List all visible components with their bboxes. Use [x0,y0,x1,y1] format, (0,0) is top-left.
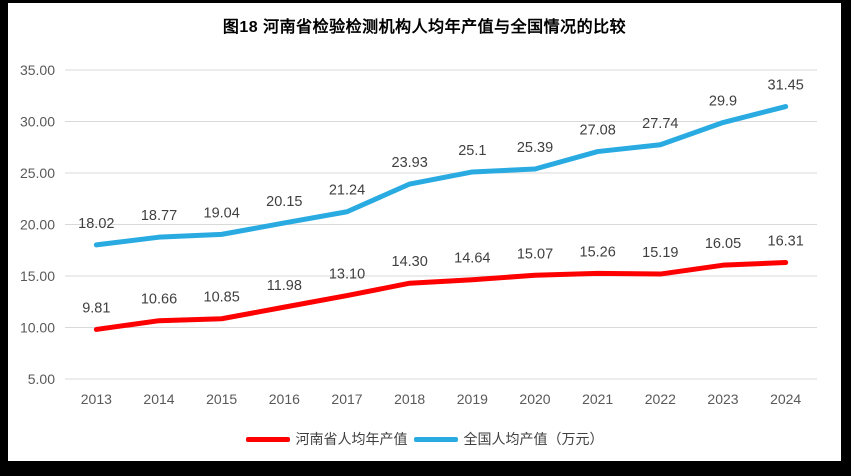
svg-text:2021: 2021 [582,391,613,407]
chart-title: 图18 河南省检验检测机构人均年产值与全国情况的比较 [222,19,627,36]
svg-text:2020: 2020 [519,391,550,407]
legend-national-label: 全国人均产值（万元） [463,431,604,447]
legend-item-henan: 河南省人均年产值 [245,429,408,449]
svg-text:20.15: 20.15 [266,194,302,210]
legend-item-national: 全国人均产值（万元） [413,429,604,449]
svg-text:2017: 2017 [331,391,362,407]
legend-henan-line-swatch [245,436,290,442]
svg-text:15.00: 15.00 [20,268,55,284]
svg-text:15.07: 15.07 [517,246,553,262]
svg-text:20.00: 20.00 [20,217,55,233]
svg-text:18.77: 18.77 [141,208,177,224]
svg-text:2022: 2022 [645,391,676,407]
svg-text:35.00: 35.00 [20,62,55,78]
svg-text:2015: 2015 [206,391,237,407]
svg-text:14.64: 14.64 [454,251,490,267]
svg-text:2016: 2016 [269,391,300,407]
chart-area: 图18 河南省检验检测机构人均年产值与全国情况的比较 5.00 10.00 15.0… [8,3,841,461]
chart-legend: 河南省人均年产值 全国人均产值（万元） [8,427,841,451]
svg-text:9.81: 9.81 [82,300,110,316]
svg-text:30.00: 30.00 [20,114,55,130]
line-chart-canvas: 5.00 10.00 15.00 20.00 25.00 30.00 35.00 2013 20… [20,62,817,407]
svg-text:27.08: 27.08 [580,123,616,139]
svg-text:14.30: 14.30 [392,254,428,270]
svg-text:16.05: 16.05 [705,236,741,252]
svg-text:27.74: 27.74 [642,116,678,132]
svg-text:10.00: 10.00 [20,320,55,336]
svg-text:10.66: 10.66 [141,292,177,308]
svg-text:29.9: 29.9 [709,94,737,110]
svg-text:15.19: 15.19 [642,245,678,261]
svg-text:2023: 2023 [707,391,738,407]
svg-text:2013: 2013 [81,391,112,407]
svg-text:15.26: 15.26 [580,244,616,260]
svg-text:21.24: 21.24 [329,183,365,199]
svg-text:2014: 2014 [143,391,174,407]
svg-text:25.39: 25.39 [517,140,553,156]
svg-text:16.31: 16.31 [768,234,804,250]
svg-text:31.45: 31.45 [768,78,804,94]
legend-national-line-swatch [413,436,458,442]
legend-henan-label: 河南省人均年产值 [295,431,408,447]
svg-text:18.02: 18.02 [78,216,114,232]
svg-text:25.00: 25.00 [20,165,55,181]
svg-text:2024: 2024 [770,391,801,407]
svg-text:2018: 2018 [394,391,425,407]
svg-text:5.00: 5.00 [28,371,55,387]
svg-text:23.93: 23.93 [392,155,428,171]
svg-text:11.98: 11.98 [267,278,302,294]
svg-text:19.04: 19.04 [204,205,240,221]
svg-text:2019: 2019 [457,391,488,407]
svg-text:13.10: 13.10 [329,267,365,283]
svg-text:25.1: 25.1 [458,143,486,159]
svg-text:10.85: 10.85 [204,290,240,306]
